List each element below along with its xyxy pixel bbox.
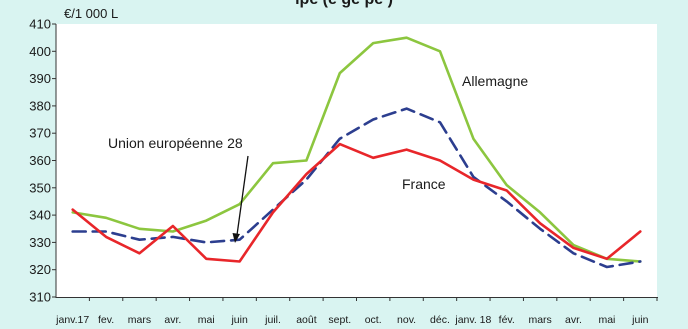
y-tick-label: 340 [29, 208, 51, 223]
x-tick-label: mars [128, 314, 151, 326]
y-tick-label: 370 [29, 126, 51, 141]
y-tick-label: 350 [29, 180, 51, 195]
x-tick-label: juin [230, 314, 248, 326]
x-tick-label: août [296, 314, 317, 326]
x-tick-label: juin [631, 314, 649, 326]
x-tick-label: janv. 18 [454, 314, 491, 326]
series-annotation-label: Union européenne 28 [108, 135, 243, 151]
y-axis-ticks: 310 320 330 340 350 360 370 380 390 400 410 [29, 17, 56, 305]
plot-area [56, 24, 657, 297]
series-line-france [71, 142, 642, 263]
x-tick-label: janv.17 [55, 314, 89, 326]
x-tick-label: mai [598, 314, 615, 326]
x-tick-label: juil. [264, 314, 281, 326]
y-tick-label: 320 [29, 262, 51, 277]
y-tick-label: 390 [29, 71, 51, 86]
annotation-arrow-line [236, 155, 249, 236]
annotation-arrow-head [232, 233, 240, 243]
y-tick-label: 400 [29, 44, 51, 59]
y-tick-label: 360 [29, 153, 51, 168]
x-tick-label: avr. [164, 314, 181, 326]
x-tick-label: nov. [397, 314, 416, 326]
series-annotations: Allemagne France Union européenne 28 [108, 73, 528, 243]
x-axis-ticks: janv.17 fev. mars avr. mai juin juil. août sept.… [55, 297, 658, 326]
x-tick-label: avr. [565, 314, 582, 326]
x-tick-label: mars [528, 314, 551, 326]
y-tick-label: 310 [29, 290, 51, 305]
x-tick-label: fév. [499, 314, 515, 326]
series-line-union-europ-enne-28 [71, 107, 642, 269]
x-tick-label: oct. [365, 314, 382, 326]
y-tick-label: 330 [29, 235, 51, 250]
chart-title-fragment: ıpe (e ge pe ) [0, 0, 688, 8]
series-annotation-label: France [402, 176, 446, 192]
x-tick-label: sept. [328, 314, 351, 326]
x-tick-label: fev. [98, 314, 114, 326]
y-axis-unit-label: €/1 000 L [64, 6, 118, 21]
x-tick-label: mai [198, 314, 215, 326]
series-lines [71, 36, 642, 269]
series-annotation-label: Allemagne [462, 73, 528, 89]
y-tick-label: 410 [29, 17, 51, 32]
x-tick-label: déc. [430, 314, 450, 326]
y-tick-label: 380 [29, 98, 51, 113]
